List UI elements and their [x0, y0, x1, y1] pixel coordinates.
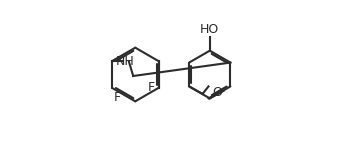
Text: O: O: [212, 86, 222, 99]
Text: NH: NH: [115, 55, 134, 68]
Text: F: F: [114, 91, 121, 104]
Text: F: F: [148, 81, 155, 94]
Text: HO: HO: [200, 23, 219, 36]
